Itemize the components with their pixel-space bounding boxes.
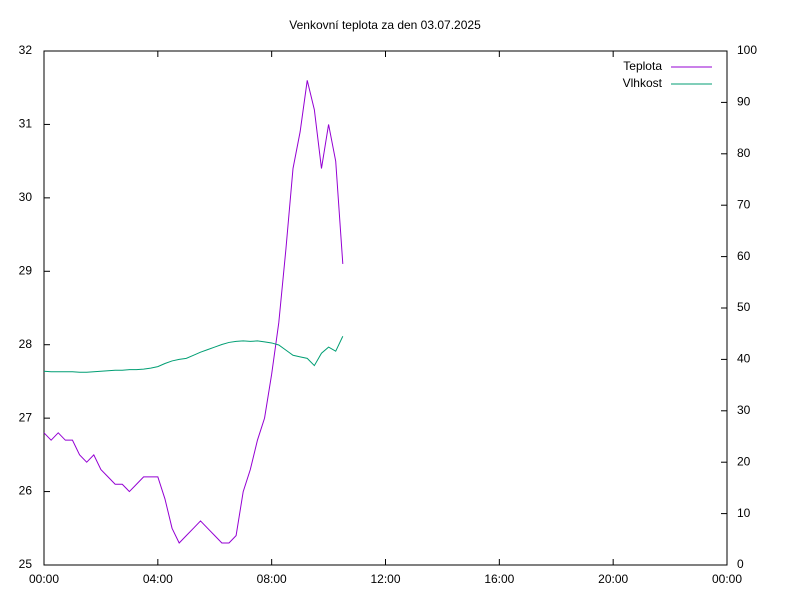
y-tick-label: 28 (19, 337, 33, 351)
chart-title: Venkovní teplota za den 03.07.2025 (289, 18, 481, 32)
series-line (43, 336, 344, 373)
y-tick-label: 29 (19, 263, 33, 277)
legend-label: Teplota (623, 59, 662, 73)
y2-tick-label: 0 (737, 557, 744, 571)
y-tick-label: 26 (19, 484, 33, 498)
legend-label: Vlhkost (623, 76, 663, 90)
x-tick-label: 12:00 (370, 572, 400, 586)
y-tick-label: 27 (19, 410, 33, 424)
x-tick-label: 00:00 (712, 572, 742, 586)
y-tick-label: 32 (19, 43, 33, 57)
y2-tick-label: 80 (737, 146, 751, 160)
y-tick-label: 25 (19, 557, 33, 571)
plot-border (43, 50, 728, 566)
y2-tick-label: 50 (737, 300, 751, 314)
y2-tick-label: 60 (737, 249, 751, 263)
x-tick-label: 00:00 (29, 572, 59, 586)
y2-tick-label: 30 (737, 403, 751, 417)
x-tick-label: 16:00 (484, 572, 514, 586)
y-tick-label: 30 (19, 190, 33, 204)
y-tick-label: 31 (19, 117, 33, 131)
y2-tick-label: 20 (737, 454, 751, 468)
x-tick-label: 08:00 (257, 572, 287, 586)
y2-tick-label: 10 (737, 506, 751, 520)
x-tick-label: 04:00 (143, 572, 173, 586)
y2-tick-label: 100 (737, 43, 757, 57)
series-line (43, 80, 344, 544)
y2-tick-label: 40 (737, 352, 751, 366)
x-tick-label: 20:00 (598, 572, 628, 586)
y2-tick-label: 70 (737, 197, 751, 211)
y2-tick-label: 90 (737, 95, 751, 109)
